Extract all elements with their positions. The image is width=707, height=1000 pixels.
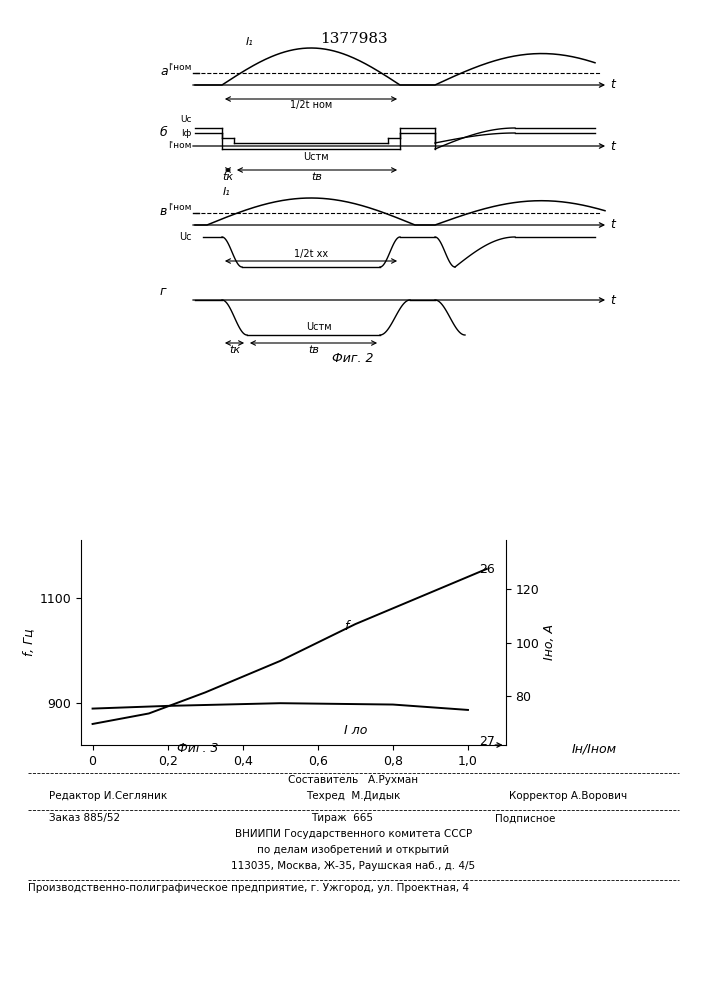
Text: Iф: Iф xyxy=(182,128,192,137)
Text: tв: tв xyxy=(312,172,322,182)
Text: Uстм: Uстм xyxy=(303,152,329,162)
Y-axis label: f, Гц: f, Гц xyxy=(23,629,35,656)
Text: 1377983: 1377983 xyxy=(320,32,387,46)
Text: t: t xyxy=(610,294,615,306)
Text: t: t xyxy=(610,139,615,152)
Text: в: в xyxy=(160,205,168,218)
Y-axis label: Iно, A: Iно, A xyxy=(543,624,556,660)
Text: Подписное: Подписное xyxy=(495,813,555,823)
Text: I₁: I₁ xyxy=(246,37,254,47)
Text: 1/2t ном: 1/2t ном xyxy=(290,100,332,110)
Text: Фиг. 3: Фиг. 3 xyxy=(177,742,218,755)
Text: Тираж  665: Тираж 665 xyxy=(311,813,373,823)
Text: Корректор А.Ворович: Корректор А.Ворович xyxy=(509,791,627,801)
Text: tк: tк xyxy=(229,345,240,355)
Text: Uс: Uс xyxy=(180,115,192,124)
Text: 26: 26 xyxy=(479,563,495,576)
Text: а: а xyxy=(160,65,168,78)
Text: Iн/Iном: Iн/Iном xyxy=(571,742,617,755)
Text: Составитель   А.Рухман: Составитель А.Рухман xyxy=(288,775,419,785)
Text: I'ном: I'ном xyxy=(168,63,192,72)
Text: I'ном: I'ном xyxy=(168,141,192,150)
Text: ВНИИПИ Государственного комитета СССР: ВНИИПИ Государственного комитета СССР xyxy=(235,829,472,839)
Text: I₁: I₁ xyxy=(223,187,231,197)
Text: I ло: I ло xyxy=(344,724,368,737)
Text: tв: tв xyxy=(308,345,319,355)
Text: Техред  М.Дидык: Техред М.Дидык xyxy=(306,791,401,801)
Text: Uстм: Uстм xyxy=(305,322,332,332)
Text: Заказ 885/52: Заказ 885/52 xyxy=(49,813,121,823)
Text: t: t xyxy=(610,219,615,232)
Text: по делам изобретений и открытий: по делам изобретений и открытий xyxy=(257,845,450,855)
Text: t: t xyxy=(610,79,615,92)
Text: г: г xyxy=(160,285,167,298)
Text: 27: 27 xyxy=(479,735,495,748)
Text: 113035, Москва, Ж-35, Раушская наб., д. 4/5: 113035, Москва, Ж-35, Раушская наб., д. … xyxy=(231,861,476,871)
Text: Производственно-полиграфическое предприятие, г. Ужгород, ул. Проектная, 4: Производственно-полиграфическое предприя… xyxy=(28,883,469,893)
Text: tк: tк xyxy=(223,172,233,182)
Text: f: f xyxy=(344,620,349,633)
Text: Редактор И.Сегляник: Редактор И.Сегляник xyxy=(49,791,168,801)
Text: б: б xyxy=(160,126,168,139)
Text: I'ном: I'ном xyxy=(168,203,192,212)
Text: 1/2t хх: 1/2t хх xyxy=(294,249,328,259)
Text: Фиг. 2: Фиг. 2 xyxy=(332,352,374,365)
Text: Uс: Uс xyxy=(180,232,192,242)
